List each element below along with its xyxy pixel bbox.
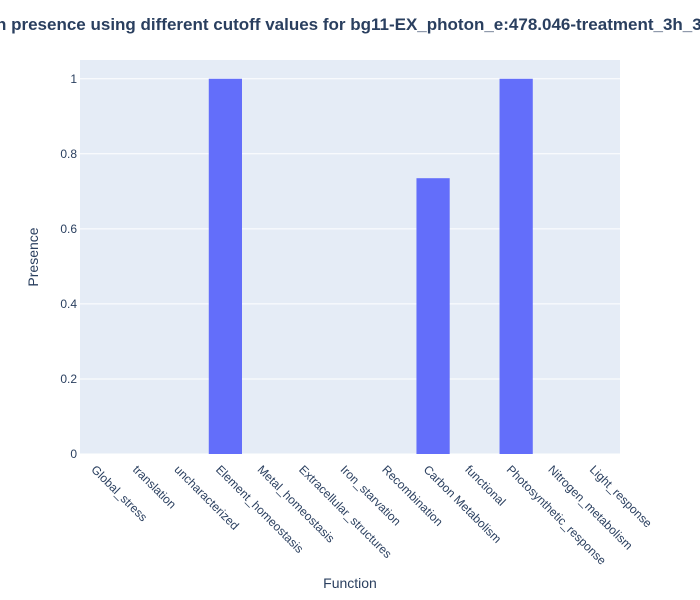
x-tick-label: Carbon Metabolism [421,462,504,545]
plot-area [80,60,620,454]
y-tick-label: 0.6 [60,222,77,236]
x-tick-label: Metal_homeostasis [255,462,338,545]
y-axis-ticks: 0 0.2 0.4 0.6 0.8 1 [60,72,77,461]
x-axis-ticks: Global_stresstranslationuncharacterizedE… [88,462,655,567]
y-tick-label: 0.8 [60,147,77,161]
bar [208,78,242,454]
y-tick-label: 0 [70,447,77,461]
bar [499,78,533,454]
bar [416,178,450,454]
y-axis-title: Presence [25,227,41,286]
chart-title: n presence using different cutoff values… [0,15,700,34]
x-axis-title: Function [323,575,377,591]
bars [208,78,533,454]
y-tick-label: 0.4 [60,297,77,311]
y-tick-label: 0.2 [60,372,77,386]
y-tick-label: 1 [70,72,77,86]
